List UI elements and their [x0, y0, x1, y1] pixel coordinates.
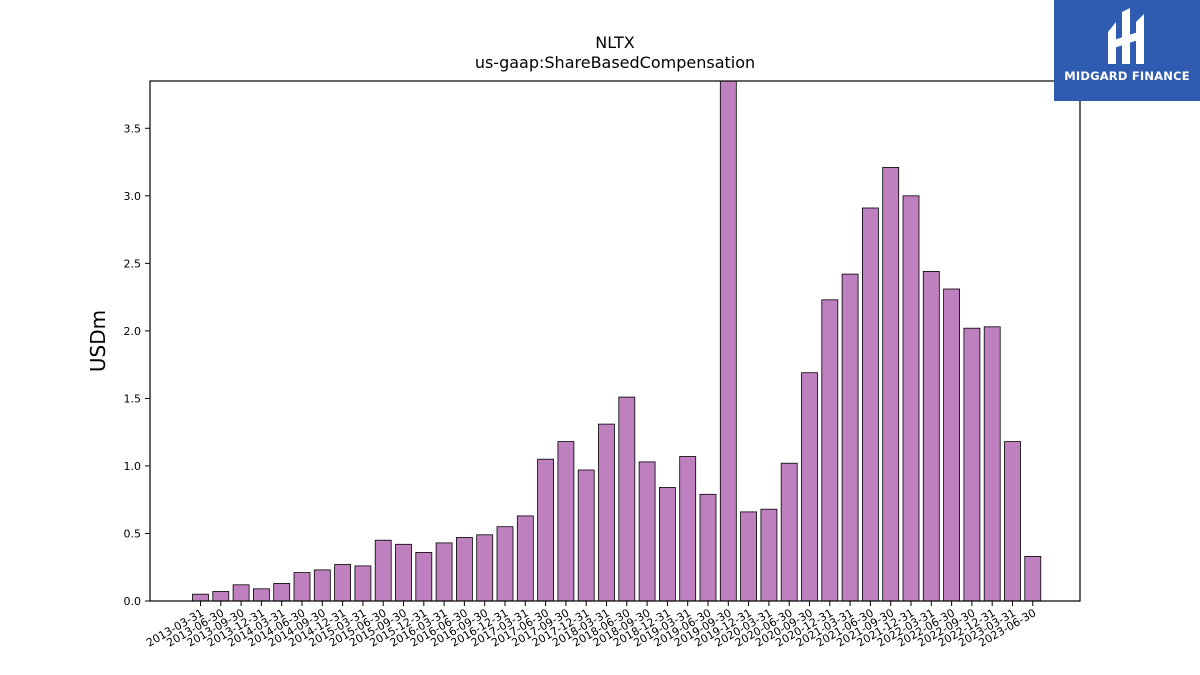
bar-2021-12-31 [902, 195, 920, 602]
logo-mark-icon [1108, 8, 1144, 64]
bar-2022-09-30 [963, 327, 981, 602]
bar-2015-09-30 [395, 543, 412, 602]
y-ticks-group: 0.0 0.5 1.0 1.5 2.0 2.5 3.0 3.5 [124, 122, 150, 608]
bar-2017-03-31 [516, 515, 534, 602]
bar-2016-03-31 [435, 542, 453, 602]
bar-2018-09-30 [638, 461, 656, 602]
bar-2016-09-30 [476, 534, 494, 602]
bar-2013-12-31 [252, 588, 270, 602]
y-tick-label: 2.0 [124, 325, 142, 338]
bar-2017-12-31 [577, 469, 595, 602]
bar-2021-03-31 [841, 273, 859, 602]
bar-2021-06-30 [862, 207, 879, 602]
chart-subtitle: us-gaap:ShareBasedCompensation [475, 53, 755, 72]
y-tick-label: 3.5 [124, 122, 142, 135]
bar-2015-12-31 [415, 552, 433, 602]
bar-2014-12-31 [334, 564, 352, 602]
bar-2020-09-30 [801, 372, 818, 602]
bar-2020-06-30 [780, 462, 798, 602]
bar-2019-09-30 [719, 80, 737, 602]
y-tick-label: 3.0 [124, 190, 142, 203]
bar-2017-09-30 [557, 441, 575, 602]
bar-2014-09-30 [313, 569, 331, 602]
bar-2020-12-31 [821, 299, 839, 602]
bar-2020-03-31 [760, 508, 778, 602]
bar-2013-06-30 [212, 591, 230, 602]
bar-2018-12-31 [659, 487, 676, 602]
bar-2021-09-30 [882, 166, 900, 602]
bars-group [192, 80, 1042, 602]
bar-2014-03-31 [273, 583, 291, 602]
bar-2017-06-30 [537, 458, 554, 602]
x-ticks-group: 2013-03-312013-06-302013-09-302013-12-31… [144, 601, 1038, 650]
bar-2014-06-30 [293, 572, 311, 602]
bar-2023-06-30 [1024, 556, 1042, 602]
logo-text: MIDGARD FINANCE [1064, 69, 1190, 83]
y-tick-label: 0.0 [124, 595, 142, 608]
midgard-finance-logo: MIDGARD FINANCE [1054, 0, 1200, 101]
bar-2015-03-31 [354, 565, 372, 602]
bar-2022-03-31 [922, 270, 940, 602]
bar-2022-06-30 [943, 288, 960, 602]
bar-2013-03-31 [192, 593, 209, 602]
bar-2016-06-30 [455, 537, 473, 602]
y-tick-label: 2.5 [124, 257, 142, 270]
bar-2019-03-31 [679, 456, 697, 602]
bar-2015-06-30 [374, 539, 392, 602]
y-tick-label: 0.5 [124, 527, 142, 540]
bar-2019-06-30 [699, 493, 717, 602]
y-tick-label: 1.0 [124, 460, 142, 473]
y-tick-label: 1.5 [124, 392, 142, 405]
bar-2023-03-31 [1004, 441, 1021, 602]
bar-2013-09-30 [232, 584, 250, 602]
bar-2019-12-31 [740, 511, 757, 602]
plot-frame [149, 80, 1081, 602]
bar-2018-03-31 [598, 423, 615, 602]
bar-2016-12-31 [496, 526, 514, 602]
bar-2022-12-31 [983, 326, 1001, 602]
y-axis-label: USDm [86, 310, 110, 372]
bar-2018-06-30 [618, 396, 636, 602]
chart-title: NLTX [595, 33, 634, 52]
